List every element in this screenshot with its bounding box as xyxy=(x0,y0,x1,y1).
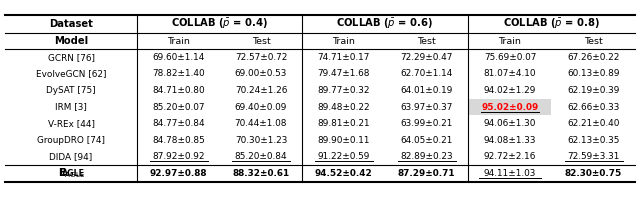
Text: DIDA [94]: DIDA [94] xyxy=(49,152,93,161)
Text: 62.70±1.14: 62.70±1.14 xyxy=(400,69,452,78)
Text: 69.60±1.14: 69.60±1.14 xyxy=(152,53,205,62)
Text: 94.02±1.29: 94.02±1.29 xyxy=(484,86,536,95)
Text: 69.40±0.09: 69.40±0.09 xyxy=(235,102,287,112)
Text: Train: Train xyxy=(332,36,355,46)
Text: GroupDRO [74]: GroupDRO [74] xyxy=(37,136,105,145)
Text: 84.71±0.80: 84.71±0.80 xyxy=(152,86,205,95)
Text: 92.72±2.16: 92.72±2.16 xyxy=(484,152,536,161)
Text: 63.99±0.21: 63.99±0.21 xyxy=(400,119,452,128)
Text: 64.01±0.19: 64.01±0.19 xyxy=(400,86,452,95)
Text: 67.26±0.22: 67.26±0.22 xyxy=(567,53,620,62)
Text: 92.97±0.88: 92.97±0.88 xyxy=(150,169,207,178)
Text: 79.47±1.68: 79.47±1.68 xyxy=(317,69,370,78)
Text: GCRN [76]: GCRN [76] xyxy=(47,53,95,62)
Text: 62.21±0.40: 62.21±0.40 xyxy=(567,119,620,128)
Text: COLLAB ($\bar{p}$ = 0.6): COLLAB ($\bar{p}$ = 0.6) xyxy=(337,17,433,31)
Text: 89.48±0.22: 89.48±0.22 xyxy=(317,102,370,112)
Text: 69.00±0.53: 69.00±0.53 xyxy=(235,69,287,78)
Text: 70.30±1.23: 70.30±1.23 xyxy=(235,136,287,145)
Text: 89.81±0.21: 89.81±0.21 xyxy=(317,119,370,128)
Text: E: E xyxy=(60,168,67,178)
Text: 84.77±0.84: 84.77±0.84 xyxy=(152,119,205,128)
Text: Test: Test xyxy=(252,36,270,46)
Text: 89.90±0.11: 89.90±0.11 xyxy=(317,136,370,145)
Text: 87.29±0.71: 87.29±0.71 xyxy=(397,169,455,178)
Text: 62.66±0.33: 62.66±0.33 xyxy=(567,102,620,112)
Text: Train: Train xyxy=(167,36,190,46)
Text: 89.77±0.32: 89.77±0.32 xyxy=(317,86,370,95)
Text: 88.32±0.61: 88.32±0.61 xyxy=(232,169,289,178)
Text: 82.30±0.75: 82.30±0.75 xyxy=(565,169,622,178)
Text: 62.13±0.35: 62.13±0.35 xyxy=(567,136,620,145)
Text: 60.13±0.89: 60.13±0.89 xyxy=(567,69,620,78)
Text: 63.97±0.37: 63.97±0.37 xyxy=(400,102,452,112)
Text: 70.24±1.26: 70.24±1.26 xyxy=(235,86,287,95)
Text: AGLE: AGLE xyxy=(61,169,84,178)
Bar xyxy=(469,99,551,115)
Text: 94.11±1.03: 94.11±1.03 xyxy=(484,169,536,178)
Text: 84.78±0.85: 84.78±0.85 xyxy=(152,136,205,145)
Text: 85.20±0.07: 85.20±0.07 xyxy=(152,102,205,112)
Text: 95.02±0.09: 95.02±0.09 xyxy=(481,102,539,112)
Text: 78.82±1.40: 78.82±1.40 xyxy=(152,69,205,78)
Text: 74.71±0.17: 74.71±0.17 xyxy=(317,53,370,62)
Text: 64.05±0.21: 64.05±0.21 xyxy=(400,136,452,145)
Text: Train: Train xyxy=(499,36,522,46)
Text: COLLAB ($\bar{p}$ = 0.8): COLLAB ($\bar{p}$ = 0.8) xyxy=(503,17,600,31)
Text: EvolveGCN [62]: EvolveGCN [62] xyxy=(36,69,106,78)
Text: 87.92±0.92: 87.92±0.92 xyxy=(152,152,205,161)
Text: V-REx [44]: V-REx [44] xyxy=(47,119,95,128)
Text: 94.52±0.42: 94.52±0.42 xyxy=(315,169,372,178)
Text: Test: Test xyxy=(584,36,603,46)
Text: COLLAB ($\bar{p}$ = 0.4): COLLAB ($\bar{p}$ = 0.4) xyxy=(171,17,268,31)
Text: 72.29±0.47: 72.29±0.47 xyxy=(400,53,452,62)
Text: 94.08±1.33: 94.08±1.33 xyxy=(484,136,536,145)
Text: $\mathbf{E}_{\mathrm{AGLE}}$: $\mathbf{E}_{\mathrm{AGLE}}$ xyxy=(58,167,84,180)
Text: Dataset: Dataset xyxy=(49,19,93,29)
Text: 70.44±1.08: 70.44±1.08 xyxy=(235,119,287,128)
Text: 81.07±4.10: 81.07±4.10 xyxy=(484,69,536,78)
Text: Model: Model xyxy=(54,36,88,46)
Text: 72.59±3.31: 72.59±3.31 xyxy=(567,152,620,161)
Text: 72.57±0.72: 72.57±0.72 xyxy=(235,53,287,62)
Text: 94.06±1.30: 94.06±1.30 xyxy=(484,119,536,128)
Text: 85.20±0.84: 85.20±0.84 xyxy=(235,152,287,161)
Text: 82.89±0.23: 82.89±0.23 xyxy=(400,152,453,161)
Text: IRM [3]: IRM [3] xyxy=(55,102,87,112)
Text: 75.69±0.07: 75.69±0.07 xyxy=(484,53,536,62)
Text: Test: Test xyxy=(417,36,436,46)
Text: 62.19±0.39: 62.19±0.39 xyxy=(567,86,620,95)
Text: DySAT [75]: DySAT [75] xyxy=(46,86,96,95)
Text: 91.22±0.59: 91.22±0.59 xyxy=(317,152,370,161)
